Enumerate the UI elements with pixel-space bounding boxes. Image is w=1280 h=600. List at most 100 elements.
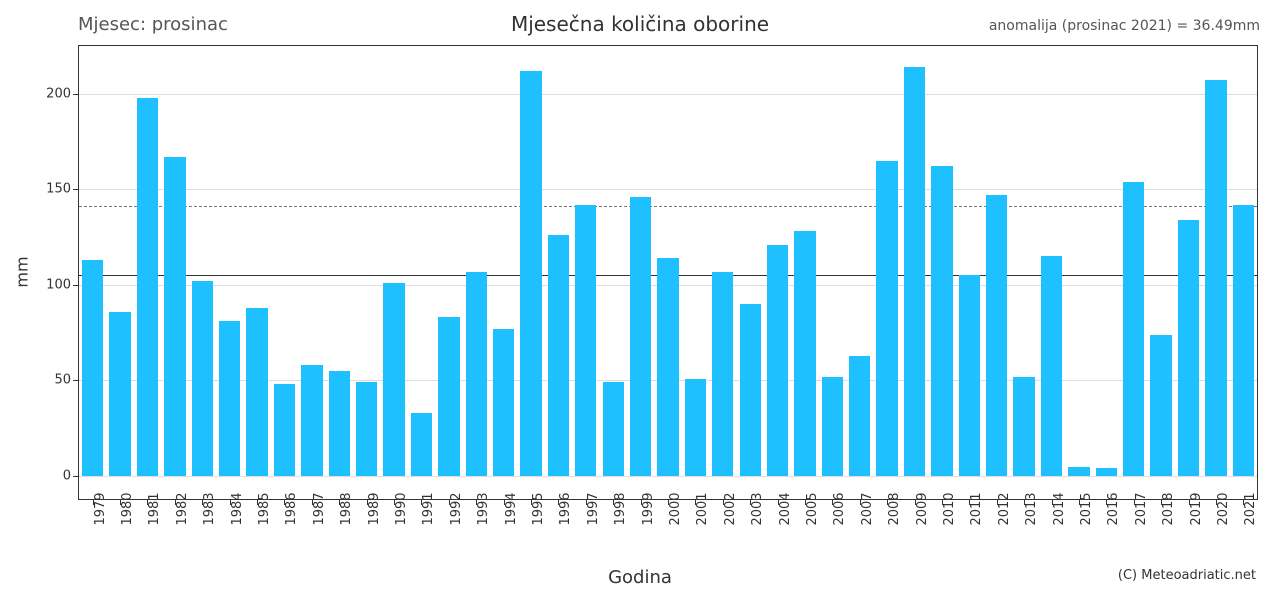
x-tick-label: 1981 bbox=[147, 492, 162, 525]
bar bbox=[411, 413, 432, 476]
bar bbox=[301, 365, 322, 476]
bar bbox=[82, 260, 103, 476]
bar bbox=[1068, 467, 1089, 477]
bar bbox=[657, 258, 678, 476]
gridline bbox=[79, 189, 1257, 190]
x-tick-label: 2006 bbox=[832, 492, 847, 525]
x-tick-label: 2020 bbox=[1216, 492, 1231, 525]
y-tick-label: 0 bbox=[63, 469, 71, 484]
x-axis-label: Godina bbox=[0, 567, 1280, 588]
bar bbox=[685, 379, 706, 476]
x-tick-label: 1986 bbox=[284, 492, 299, 525]
bar bbox=[1041, 256, 1062, 476]
bar bbox=[1013, 377, 1034, 476]
x-tick-label: 2007 bbox=[860, 492, 875, 525]
bar bbox=[192, 281, 213, 476]
x-tick-label: 1988 bbox=[339, 492, 354, 525]
copyright-text: (C) Meteoadriatic.net bbox=[1118, 568, 1256, 583]
x-tick-label: 2018 bbox=[1161, 492, 1176, 525]
bar bbox=[383, 283, 404, 476]
x-tick-label: 2017 bbox=[1134, 492, 1149, 525]
bar bbox=[849, 356, 870, 476]
y-tick-label: 200 bbox=[46, 86, 71, 101]
x-tick-label: 1999 bbox=[641, 492, 656, 525]
chart-annotation-right: anomalija (prosinac 2021) = 36.49mm bbox=[989, 18, 1260, 34]
bar bbox=[931, 166, 952, 476]
bar bbox=[822, 377, 843, 476]
x-tick-label: 1983 bbox=[202, 492, 217, 525]
y-tick-mark bbox=[73, 285, 79, 286]
bar bbox=[1205, 80, 1226, 476]
gridline bbox=[79, 94, 1257, 95]
bar bbox=[603, 382, 624, 476]
bar bbox=[466, 272, 487, 477]
x-tick-label: 2011 bbox=[969, 492, 984, 525]
x-tick-label: 2013 bbox=[1024, 492, 1039, 525]
x-tick-label: 1995 bbox=[531, 492, 546, 525]
x-tick-label: 2021 bbox=[1243, 492, 1258, 525]
x-tick-label: 1987 bbox=[312, 492, 327, 525]
reference-line-current bbox=[79, 206, 1257, 207]
x-tick-label: 1993 bbox=[476, 492, 491, 525]
y-tick-mark bbox=[73, 380, 79, 381]
x-tick-label: 1980 bbox=[120, 492, 135, 525]
bar bbox=[137, 98, 158, 476]
x-tick-label: 2010 bbox=[942, 492, 957, 525]
x-tick-label: 1990 bbox=[394, 492, 409, 525]
gridline bbox=[79, 476, 1257, 477]
x-tick-label: 1982 bbox=[175, 492, 190, 525]
bar bbox=[1096, 468, 1117, 476]
x-tick-label: 1984 bbox=[230, 492, 245, 525]
bar bbox=[1150, 335, 1171, 476]
x-tick-label: 2012 bbox=[997, 492, 1012, 525]
bar bbox=[1123, 182, 1144, 476]
x-tick-label: 2015 bbox=[1079, 492, 1094, 525]
x-tick-label: 1992 bbox=[449, 492, 464, 525]
x-tick-label: 2002 bbox=[723, 492, 738, 525]
x-tick-label: 1996 bbox=[558, 492, 573, 525]
bar bbox=[356, 382, 377, 476]
bar bbox=[1233, 205, 1254, 476]
x-tick-label: 2001 bbox=[695, 492, 710, 525]
y-tick-mark bbox=[73, 476, 79, 477]
x-tick-label: 2016 bbox=[1106, 492, 1121, 525]
y-tick-label: 150 bbox=[46, 182, 71, 197]
bar bbox=[329, 371, 350, 476]
x-tick-label: 2004 bbox=[778, 492, 793, 525]
bar bbox=[767, 245, 788, 476]
x-tick-label: 1989 bbox=[367, 492, 382, 525]
x-tick-label: 1994 bbox=[504, 492, 519, 525]
x-tick-label: 1979 bbox=[93, 492, 108, 525]
precipitation-bar-chart: Mjesečna količina oborine Mjesec: prosin… bbox=[0, 0, 1280, 600]
bar bbox=[219, 321, 240, 476]
bar bbox=[712, 272, 733, 477]
y-tick-mark bbox=[73, 94, 79, 95]
bar bbox=[959, 275, 980, 476]
y-tick-label: 100 bbox=[46, 277, 71, 292]
x-tick-label: 2000 bbox=[668, 492, 683, 525]
x-tick-label: 2008 bbox=[887, 492, 902, 525]
bar bbox=[548, 235, 569, 476]
bar bbox=[904, 67, 925, 476]
bar bbox=[575, 205, 596, 476]
bar bbox=[1178, 220, 1199, 476]
bar bbox=[794, 231, 815, 476]
bar bbox=[109, 312, 130, 476]
y-axis-label: mm bbox=[13, 256, 32, 287]
bar bbox=[876, 161, 897, 476]
bar bbox=[164, 157, 185, 476]
y-tick-mark bbox=[73, 189, 79, 190]
plot-area: 0501001502001979198019811982198319841985… bbox=[78, 45, 1258, 500]
bar bbox=[246, 308, 267, 476]
x-tick-label: 1998 bbox=[613, 492, 628, 525]
x-tick-label: 1997 bbox=[586, 492, 601, 525]
bar bbox=[493, 329, 514, 476]
y-tick-label: 50 bbox=[54, 373, 71, 388]
x-tick-label: 2009 bbox=[915, 492, 930, 525]
bar bbox=[438, 317, 459, 476]
x-tick-label: 2014 bbox=[1052, 492, 1067, 525]
bar bbox=[630, 197, 651, 476]
chart-subtitle-left: Mjesec: prosinac bbox=[78, 14, 228, 35]
x-tick-label: 2003 bbox=[750, 492, 765, 525]
x-tick-label: 1985 bbox=[257, 492, 272, 525]
